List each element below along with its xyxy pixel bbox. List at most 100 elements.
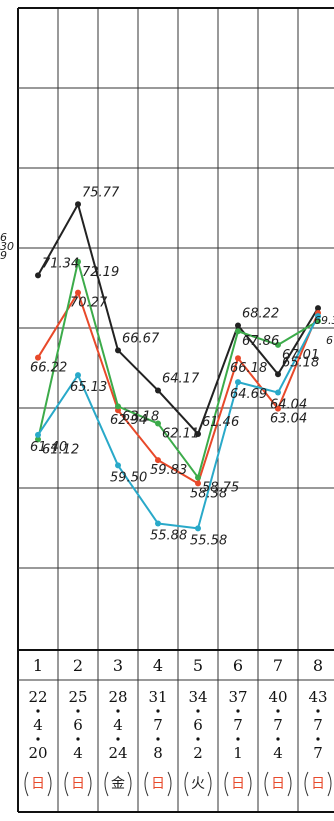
series-line-3 — [37, 315, 319, 530]
date-year: 34 — [188, 688, 207, 706]
grid — [17, 7, 334, 813]
date-dot — [276, 709, 280, 713]
date-dot — [236, 737, 240, 741]
series-point-2 — [155, 420, 161, 427]
data-label: 75.77 — [82, 185, 120, 200]
left-edge-fragment: 30 — [0, 240, 14, 253]
right-edge-fragment: 69.3 — [314, 314, 334, 327]
series-point-1 — [35, 354, 41, 361]
point-labels: 71.34 75.77 66.67 64.17 61.46 68.22 65.18 66.22… — [30, 185, 319, 548]
weekday-label: 日 — [231, 776, 245, 792]
data-label: 72.19 — [82, 265, 119, 280]
date-year: 40 — [268, 688, 287, 706]
series-line-1 — [37, 291, 319, 485]
data-label: 59.83 — [150, 463, 187, 478]
data-label: 67.86 — [242, 334, 279, 349]
weekday-label: 日 — [271, 776, 285, 792]
data-label: 71.34 — [42, 256, 79, 271]
paren-right — [247, 771, 252, 797]
weekday-label: 日 — [151, 776, 165, 792]
date-day: 24 — [108, 744, 127, 762]
series-point-0 — [195, 430, 201, 437]
column-number: 2 — [73, 656, 83, 675]
weekday-label: 火 — [191, 776, 205, 792]
date-dot — [76, 709, 80, 713]
date-day: 8 — [153, 744, 163, 762]
date-year: 31 — [148, 688, 167, 706]
paren-right — [327, 771, 332, 797]
date-dot — [276, 737, 280, 741]
series-point-0 — [275, 371, 281, 378]
data-label: 55.58 — [190, 533, 227, 548]
data-label: 59.50 — [110, 470, 147, 485]
paren-left — [224, 771, 229, 797]
series-point-2 — [75, 258, 81, 265]
series-point-1 — [235, 355, 241, 362]
series-point-2 — [195, 474, 201, 481]
date-year: 43 — [308, 688, 327, 706]
column-number: 1 — [33, 656, 43, 675]
series-point-0 — [75, 201, 81, 208]
series-point-2 — [315, 317, 321, 324]
date-dot — [236, 709, 240, 713]
paren-right — [167, 771, 172, 797]
column-number: 5 — [193, 656, 203, 675]
data-label: 66.22 — [30, 361, 67, 376]
paren-left — [64, 771, 69, 797]
data-label: 70.27 — [70, 296, 108, 311]
weekday-label: 日 — [31, 776, 45, 792]
series-point-0 — [315, 305, 321, 312]
date-dot — [196, 709, 200, 713]
series-point-3 — [35, 431, 41, 438]
date-dot — [156, 737, 160, 741]
weekday-label: 日 — [71, 776, 85, 792]
data-label: 58.75 — [202, 480, 239, 495]
data-label: 64.17 — [162, 371, 200, 386]
date-day: 4 — [73, 744, 83, 762]
series-point-3 — [115, 462, 121, 469]
data-label: 64.69 — [230, 387, 267, 402]
date-month: 7 — [153, 716, 163, 734]
date-dot — [116, 737, 120, 741]
series-lines — [37, 203, 319, 530]
data-label: 68.22 — [242, 306, 279, 321]
series-point-3 — [235, 379, 241, 386]
paren-left — [24, 771, 29, 797]
series-point-3 — [155, 520, 161, 527]
date-dot — [196, 737, 200, 741]
date-month: 6 — [193, 716, 203, 734]
paren-right — [47, 771, 52, 797]
series-point-1 — [75, 289, 81, 296]
series-point-2 — [35, 436, 41, 443]
series-point-0 — [35, 272, 41, 279]
series-point-2 — [235, 328, 241, 335]
date-day: 20 — [28, 744, 47, 762]
data-label: 61.40 — [30, 440, 67, 455]
date-dot — [316, 737, 320, 741]
date-month: 7 — [273, 716, 283, 734]
series-point-1 — [275, 405, 281, 412]
paren-left — [264, 771, 269, 797]
date-dot — [156, 709, 160, 713]
weekday-label: 日 — [311, 776, 325, 792]
series-point-3 — [75, 372, 81, 379]
data-label: 62.94 — [110, 413, 147, 428]
series-point-3 — [275, 389, 281, 396]
date-dot — [76, 737, 80, 741]
date-table: 1 22 4 20 日 2 25 6 4 日 3 28 4 24 金 4 31 7 8 日 5 34 6 2 火 6 37 7 1 日 7 4… — [24, 656, 332, 797]
data-label: 66.67 — [122, 331, 160, 346]
data-label: 58.38 — [190, 486, 227, 501]
date-month: 4 — [33, 716, 43, 734]
column-number: 4 — [153, 656, 163, 675]
data-label: 65.13 — [70, 380, 107, 395]
series-points — [35, 201, 321, 532]
right-edge-fragment: 6 — [326, 334, 333, 347]
series-point-0 — [235, 322, 241, 329]
left-edge-fragment: 9 — [0, 249, 7, 262]
data-label: 62.11 — [162, 427, 199, 442]
data-label: 63.04 — [270, 412, 307, 427]
data-label: 64.04 — [270, 398, 307, 413]
date-year: 28 — [108, 688, 127, 706]
